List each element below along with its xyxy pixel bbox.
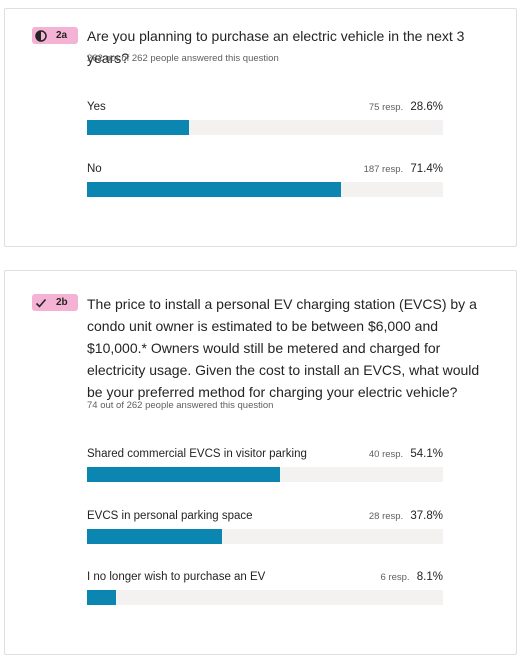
option-stats: 6 resp. 8.1% xyxy=(381,571,443,583)
question-badge-2a: 2a xyxy=(32,27,78,44)
answered-count: 262 out of 262 people answered this ques… xyxy=(87,53,279,64)
option-percent: 28.6% xyxy=(410,101,443,113)
progress-fill xyxy=(87,467,280,482)
option-percent: 8.1% xyxy=(416,571,443,583)
checkmark-icon xyxy=(32,297,50,309)
progress-track xyxy=(87,120,443,135)
option-stats: 40 resp. 54.1% xyxy=(369,448,443,460)
question-number: 2b xyxy=(56,297,68,308)
option-label: No xyxy=(87,163,102,175)
question-badge-2b: 2b xyxy=(32,294,78,311)
option-stats: 28 resp. 37.8% xyxy=(369,510,443,522)
answered-count: 74 out of 262 people answered this quest… xyxy=(87,400,274,411)
option-response-count: 28 resp. xyxy=(368,511,404,522)
progress-fill xyxy=(87,529,222,544)
question-text: Are you planning to purchase an electric… xyxy=(87,28,465,66)
option-response-count: 75 resp. xyxy=(368,102,404,113)
progress-fill xyxy=(87,182,342,197)
half-circle-icon xyxy=(32,29,50,42)
question-number: 2a xyxy=(56,30,68,41)
option-label: EVCS in personal parking space xyxy=(87,510,253,522)
progress-track xyxy=(87,182,443,197)
progress-track xyxy=(87,467,443,482)
question-text: The price to install a personal EV charg… xyxy=(87,296,480,400)
question-card-2a: 2a Are you planning to purchase an elect… xyxy=(4,8,517,247)
progress-track xyxy=(87,529,443,544)
option-percent: 71.4% xyxy=(410,163,443,175)
option-response-count: 6 resp. xyxy=(380,572,410,583)
option-label: I no longer wish to purchase an EV xyxy=(87,571,266,583)
progress-fill xyxy=(87,120,189,135)
option-label: Yes xyxy=(87,101,106,113)
option-response-count: 40 resp. xyxy=(368,449,404,460)
question-card-2b: 2b The price to install a personal EV ch… xyxy=(4,270,517,655)
option-label: Shared commercial EVCS in visitor parkin… xyxy=(87,448,307,460)
option-stats: 187 resp. 71.4% xyxy=(364,163,443,175)
option-response-count: 187 resp. xyxy=(363,164,404,175)
option-percent: 37.8% xyxy=(410,510,443,522)
progress-fill xyxy=(87,590,116,605)
option-stats: 75 resp. 28.6% xyxy=(369,101,443,113)
progress-track xyxy=(87,590,443,605)
option-percent: 54.1% xyxy=(410,448,443,460)
